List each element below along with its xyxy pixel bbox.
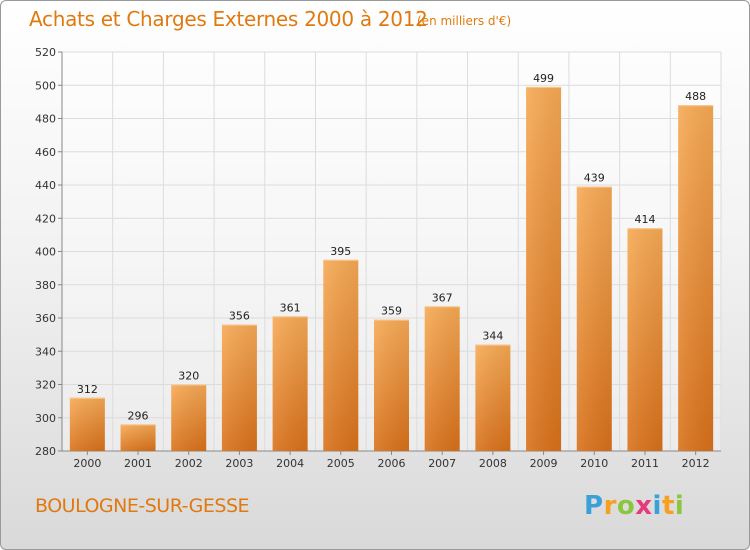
x-tick-label: 2002 [175,457,203,470]
x-tick-label: 2000 [73,457,101,470]
y-tick-label: 500 [35,79,56,92]
data-label: 488 [685,90,706,103]
y-tick-label: 280 [35,445,56,458]
data-label: 320 [178,370,199,383]
proxiti-logo[interactable]: Proxiti [584,491,684,521]
chart-unit: (en milliers d'€) [417,14,512,28]
logo-letter: i [674,491,685,521]
data-label: 359 [381,305,402,318]
data-label: 361 [280,301,301,314]
logo-letter: P [584,491,604,521]
x-tick-label: 2011 [631,457,659,470]
bars [69,86,714,451]
logo-letter: r [603,491,617,521]
y-tick-label: 440 [35,179,56,192]
bar-shade [424,306,460,451]
bar-shade [678,105,714,451]
y-tick-label: 420 [35,212,56,225]
data-label: 395 [330,245,351,258]
logo-letter: i [652,491,662,521]
x-tick-label: 2005 [327,457,355,470]
bar-shade [69,397,105,451]
x-tick-label: 2009 [530,457,558,470]
y-tick-label: 520 [35,46,56,59]
x-tick-label: 2004 [276,457,304,470]
bar-shade [627,228,663,451]
y-tick-label: 340 [35,345,56,358]
y-tick-label: 360 [35,312,56,325]
data-label: 356 [229,310,250,323]
bar-shade [475,344,511,451]
x-tick-label: 2008 [479,457,507,470]
y-tick-label: 400 [35,246,56,259]
location-name: BOULOGNE-SUR-GESSE [35,495,250,517]
bar-shade [576,186,612,451]
bar-shade [171,384,207,451]
bar-shade [374,319,409,451]
labels: 280 300 320 340 360 380 400 420 440 460 480 500 520 3… [35,46,710,470]
x-tick-label: 2006 [378,457,406,470]
bar-shade [526,86,562,451]
chart-title: Achats et Charges Externes 2000 à 2012 [29,7,428,31]
x-tick-label: 2010 [580,457,608,470]
bar-shade [323,259,359,451]
data-label: 499 [533,72,554,85]
x-tick-label: 2001 [124,457,152,470]
x-tick-label: 2012 [682,457,710,470]
logo-letter: o [616,491,636,521]
y-tick-label: 380 [35,279,56,292]
data-label: 414 [634,213,655,226]
bar-shade [272,316,308,451]
logo-letter: x [635,491,653,521]
data-label: 296 [128,409,149,422]
data-label: 367 [432,291,453,304]
bar-shade [221,324,257,451]
data-label: 312 [77,383,98,396]
data-label: 344 [482,330,503,343]
x-tick-label: 2003 [225,457,253,470]
y-tick-label: 320 [35,379,56,392]
y-tick-label: 460 [35,146,56,159]
x-tick-label: 2007 [428,457,456,470]
y-tick-label: 300 [35,412,56,425]
logo-letter: t [661,491,675,521]
data-label: 439 [584,172,605,185]
y-tick-label: 480 [35,113,56,126]
bar-shade [120,424,156,451]
